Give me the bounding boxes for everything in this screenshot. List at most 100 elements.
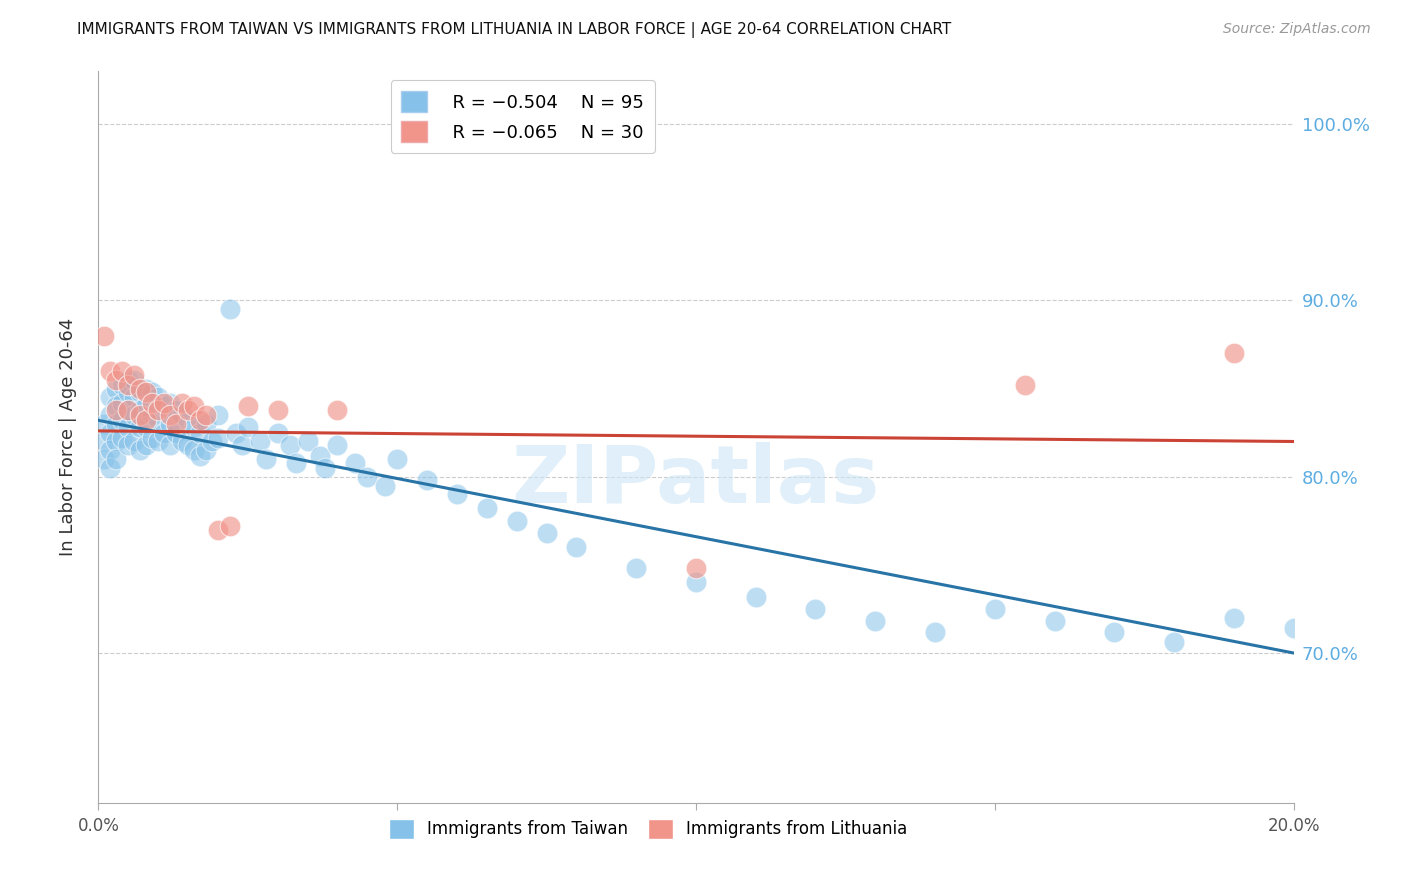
Point — [172, 408, 194, 422]
Point — [924, 624, 946, 639]
Text: IMMIGRANTS FROM TAIWAN VS IMMIGRANTS FROM LITHUANIA IN LABOR FORCE | AGE 20-64 C: IMMIGRANTS FROM TAIWAN VS IMMIGRANTS FRO… — [77, 22, 952, 38]
Point — [344, 456, 367, 470]
Point — [231, 438, 253, 452]
Point — [219, 519, 242, 533]
Point — [183, 443, 205, 458]
Point — [129, 443, 152, 458]
Point — [308, 449, 330, 463]
Point — [141, 408, 163, 422]
Point — [111, 395, 134, 409]
Point — [105, 402, 128, 417]
Point — [225, 425, 247, 440]
Point — [159, 417, 181, 431]
Point — [1223, 346, 1246, 360]
Point — [183, 420, 205, 434]
Point — [135, 413, 157, 427]
Point — [148, 434, 170, 449]
Point — [267, 402, 290, 417]
Point — [98, 408, 122, 422]
Point — [111, 364, 134, 378]
Point — [141, 395, 163, 409]
Point — [124, 368, 146, 382]
Point — [177, 402, 200, 417]
Point — [177, 413, 200, 427]
Text: ZIPatlas: ZIPatlas — [512, 442, 880, 520]
Point — [159, 408, 181, 422]
Point — [195, 408, 218, 422]
Point — [249, 434, 271, 449]
Point — [297, 434, 319, 449]
Point — [188, 413, 211, 427]
Point — [626, 561, 648, 575]
Point — [98, 391, 122, 405]
Point — [374, 478, 396, 492]
Point — [129, 420, 152, 434]
Point — [135, 399, 157, 413]
Point — [254, 452, 277, 467]
Point — [1163, 635, 1185, 649]
Point — [475, 501, 498, 516]
Point — [117, 402, 139, 417]
Point — [117, 385, 139, 400]
Point — [135, 382, 157, 396]
Point — [98, 461, 122, 475]
Point — [804, 602, 827, 616]
Point — [326, 402, 349, 417]
Point — [159, 438, 181, 452]
Point — [446, 487, 468, 501]
Point — [207, 408, 229, 422]
Point — [129, 385, 152, 400]
Point — [141, 431, 163, 445]
Point — [315, 461, 337, 475]
Point — [98, 364, 122, 378]
Point — [172, 395, 194, 409]
Point — [141, 385, 163, 400]
Point — [267, 425, 290, 440]
Point — [93, 328, 115, 343]
Point — [135, 420, 157, 434]
Point — [207, 523, 229, 537]
Point — [356, 469, 378, 483]
Point — [135, 385, 157, 400]
Point — [201, 434, 224, 449]
Point — [124, 434, 146, 449]
Point — [153, 395, 176, 409]
Point — [219, 302, 242, 317]
Point — [93, 452, 115, 467]
Point — [111, 413, 134, 427]
Point — [565, 540, 588, 554]
Point — [165, 402, 187, 417]
Point — [177, 438, 200, 452]
Point — [195, 443, 218, 458]
Point — [236, 420, 259, 434]
Point — [148, 402, 170, 417]
Point — [536, 526, 558, 541]
Point — [105, 417, 128, 431]
Point — [124, 408, 146, 422]
Point — [984, 602, 1007, 616]
Point — [1282, 621, 1305, 635]
Point — [188, 425, 211, 440]
Point — [105, 452, 128, 467]
Point — [385, 452, 409, 467]
Point — [183, 399, 205, 413]
Point — [124, 373, 146, 387]
Point — [117, 378, 139, 392]
Point — [165, 425, 187, 440]
Point — [685, 575, 707, 590]
Point — [188, 449, 211, 463]
Point — [105, 399, 128, 413]
Point — [326, 438, 349, 452]
Point — [111, 378, 134, 392]
Point — [98, 425, 122, 440]
Point — [129, 402, 152, 417]
Point — [159, 395, 181, 409]
Point — [129, 408, 152, 422]
Legend: Immigrants from Taiwan, Immigrants from Lithuania: Immigrants from Taiwan, Immigrants from … — [382, 812, 914, 846]
Point — [117, 438, 139, 452]
Point — [207, 431, 229, 445]
Point — [278, 438, 301, 452]
Point — [93, 417, 115, 431]
Point — [745, 590, 768, 604]
Point — [195, 417, 218, 431]
